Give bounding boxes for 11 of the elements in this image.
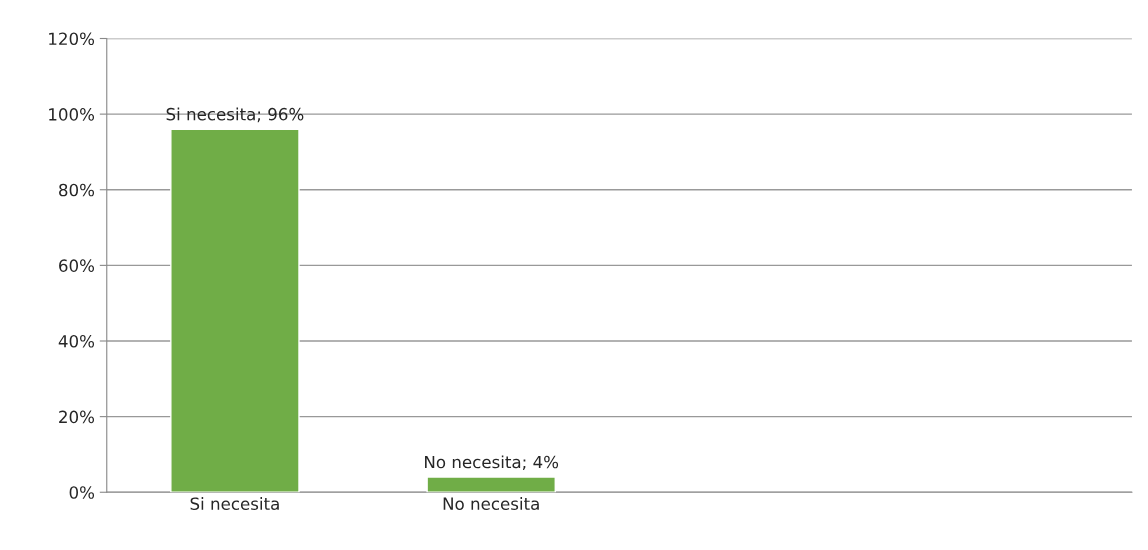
y-tick-label: 80% — [59, 183, 95, 197]
y-tick-label: 20% — [59, 410, 95, 424]
x-tick-label: No necesita — [443, 497, 539, 511]
y-tick-label: 0% — [69, 486, 95, 499]
y-tick-label: 40% — [58, 334, 95, 348]
data-label: No necesita; 4% — [425, 455, 559, 471]
x-tick-label: Si necesita — [190, 497, 279, 511]
y-tick-label: 100% — [49, 108, 95, 121]
data-label: Si necesita; 96% — [166, 107, 304, 123]
y-tick-label: 120% — [49, 32, 95, 46]
y-tick-label: 60% — [59, 259, 95, 272]
